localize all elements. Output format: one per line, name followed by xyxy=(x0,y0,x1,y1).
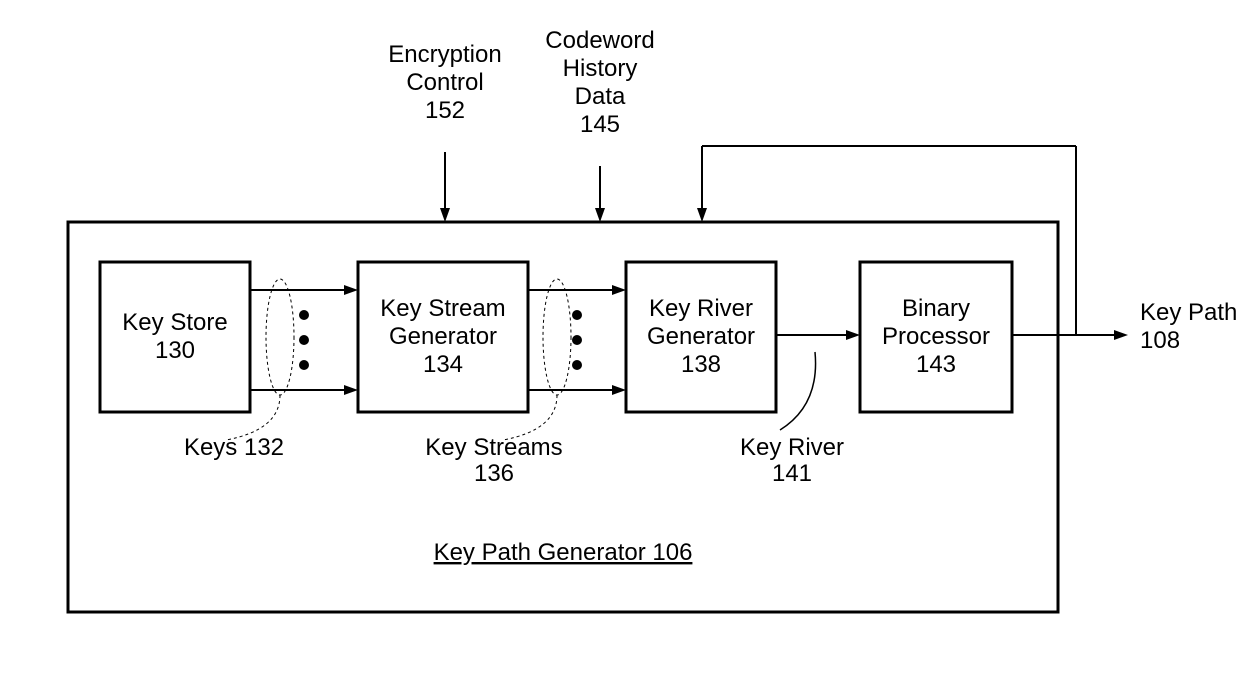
key_stream_gen-label-2: 134 xyxy=(423,351,463,378)
key-river-label-0: Key River xyxy=(740,434,844,461)
container-title: Key Path Generator 106 xyxy=(434,539,693,566)
codeword-history-label-0: Codeword xyxy=(545,27,654,54)
keys-dot-1 xyxy=(299,310,309,320)
binary_proc-label-0: Binary xyxy=(902,295,970,322)
key_river_gen-label-1: Generator xyxy=(647,323,755,350)
output-label-0: Key Path xyxy=(1140,299,1237,326)
key_store-label-0: Key Store xyxy=(122,309,227,336)
key_river_gen-label-0: Key River xyxy=(649,295,753,322)
key_stream_gen-label-0: Key Stream xyxy=(380,295,505,322)
encryption-control-label-0: Encryption xyxy=(388,41,501,68)
binary_proc-label-2: 143 xyxy=(916,351,956,378)
binary_proc-label-1: Processor xyxy=(882,323,990,350)
codeword-history-label-1: History xyxy=(563,55,638,82)
keys-dot-3 xyxy=(299,360,309,370)
keys-dot-2 xyxy=(299,335,309,345)
key-streams-dot-2 xyxy=(572,335,582,345)
encryption-control-label-2: 152 xyxy=(425,97,465,124)
key-streams-dot-3 xyxy=(572,360,582,370)
codeword-history-label-3: 145 xyxy=(580,111,620,138)
key-streams-dot-1 xyxy=(572,310,582,320)
key_store-label-1: 130 xyxy=(155,337,195,364)
encryption-control-label-1: Control xyxy=(406,69,483,96)
key_river_gen-label-2: 138 xyxy=(681,351,721,378)
codeword-history-label-2: Data xyxy=(575,83,626,110)
key-river-label-1: 141 xyxy=(772,460,812,487)
keys-label: Keys 132 xyxy=(184,434,284,461)
key-streams-label-1: 136 xyxy=(474,460,514,487)
output-label-1: 108 xyxy=(1140,327,1180,354)
key_stream_gen-label-1: Generator xyxy=(389,323,497,350)
key-streams-label-0: Key Streams xyxy=(425,434,562,461)
